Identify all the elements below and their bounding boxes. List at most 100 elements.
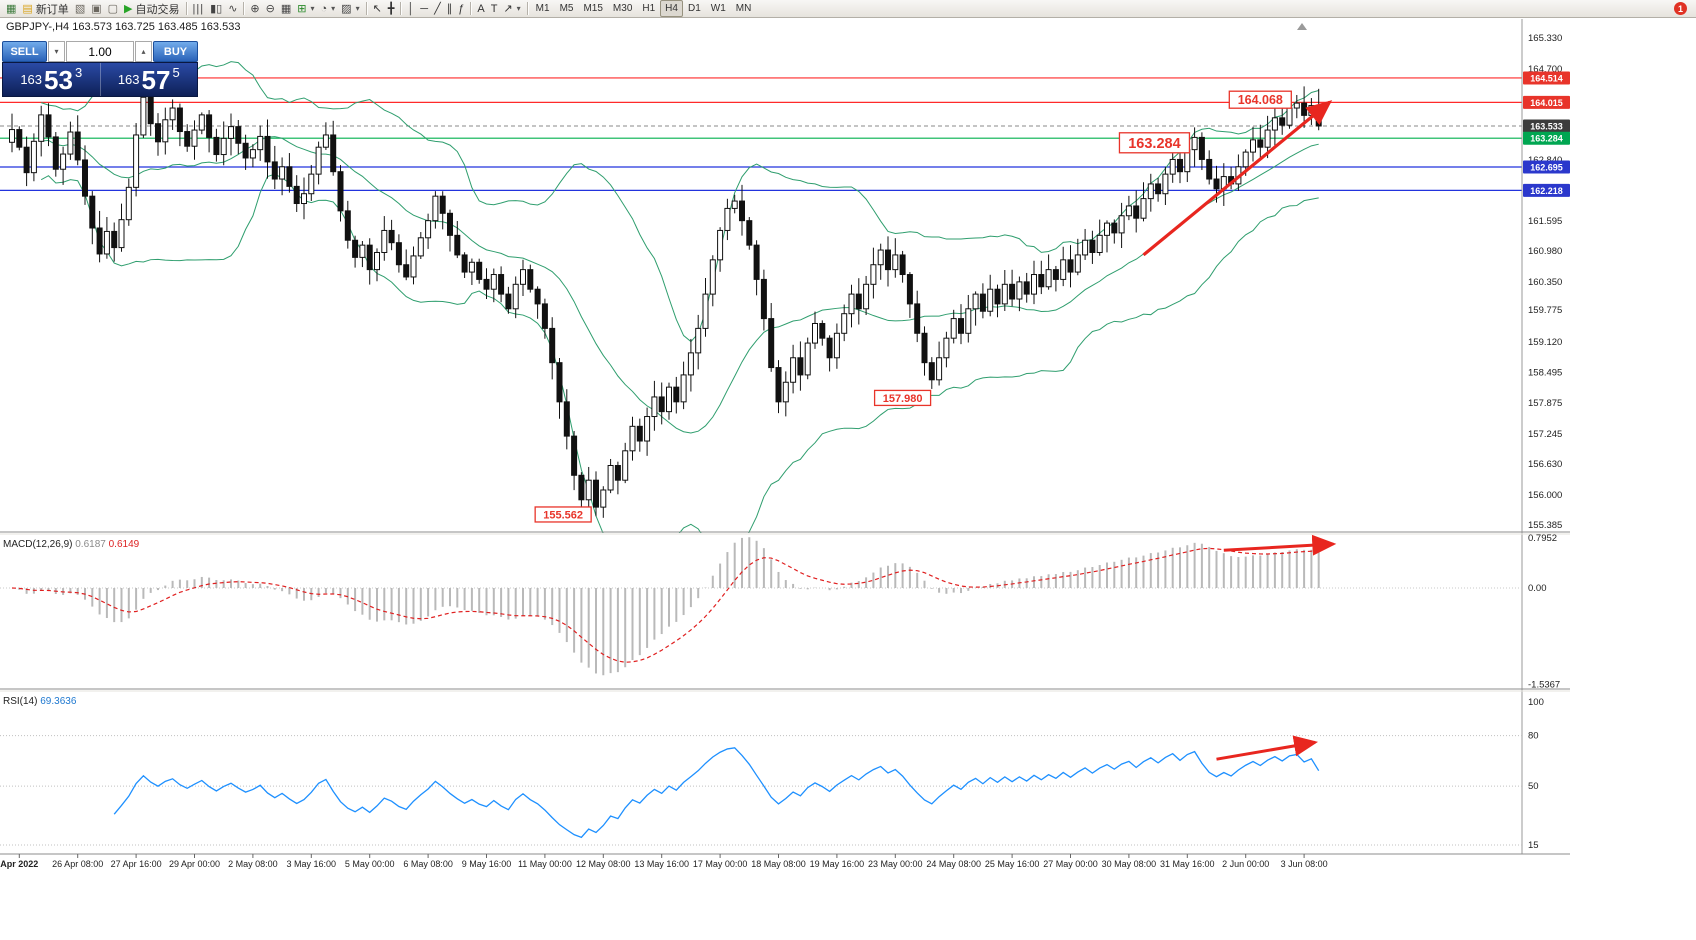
svg-text:80: 80 — [1528, 731, 1539, 742]
sell-button[interactable]: SELL — [2, 41, 47, 62]
timeframe-H1-button[interactable]: H1 — [642, 3, 656, 14]
svg-text:161.595: 161.595 — [1528, 216, 1562, 227]
svg-text:160.350: 160.350 — [1528, 277, 1562, 288]
templates-button[interactable]: ▨ ▾ — [338, 1, 362, 17]
price-annotation[interactable]: 164.068 — [1228, 90, 1292, 109]
new-order-button[interactable]: ▤ 新订单 — [19, 1, 71, 17]
crosshair-button[interactable]: ╋ — [385, 1, 398, 17]
text-label-button[interactable]: T — [488, 1, 501, 17]
svg-text:23 May 00:00: 23 May 00:00 — [868, 859, 923, 869]
price-badge-162.695: 162.695 — [1523, 160, 1570, 174]
autotrading-button[interactable]: ▶ 自动交易 — [121, 1, 182, 17]
autotrading-button-label: 自动交易 — [135, 3, 180, 16]
volume-dropdown-button[interactable]: ▾ — [48, 41, 65, 62]
chart-window-title: GBPJPY-,H4 163.573 163.725 163.485 163.5… — [6, 21, 241, 33]
autotrading-icon: ▶ — [124, 2, 133, 15]
periods-button[interactable]: ◔ ▾ — [317, 1, 338, 17]
buy-price[interactable]: 163 57 5 — [101, 63, 198, 96]
trend-arrow-rsi[interactable] — [1216, 735, 1319, 761]
svg-text:25 May 16:00: 25 May 16:00 — [985, 859, 1040, 869]
line-chart-type-button[interactable]: ∿ — [225, 1, 240, 17]
svg-text:162.218: 162.218 — [1530, 186, 1563, 196]
svg-text:31 May 16:00: 31 May 16:00 — [1160, 859, 1215, 869]
tile-windows-button[interactable]: ▦ — [278, 1, 294, 17]
new-window-button[interactable]: ▢ — [105, 1, 121, 17]
channel-button[interactable]: ∥ — [444, 1, 456, 17]
svg-text:50: 50 — [1528, 781, 1539, 792]
bar-chart-type-button[interactable]: ||| — [190, 1, 208, 17]
svg-text:163.533: 163.533 — [1530, 121, 1563, 131]
price-annotation[interactable]: 155.562 — [534, 506, 592, 523]
new-chart-button[interactable]: ▦ — [3, 1, 19, 17]
svg-text:165.330: 165.330 — [1528, 33, 1562, 44]
svg-text:12 May 08:00: 12 May 08:00 — [576, 859, 631, 869]
bid-prefix: 163 — [20, 72, 43, 87]
horizontal-line-button[interactable]: ─ — [417, 1, 431, 17]
fibonacci-button[interactable]: ƒ — [455, 1, 467, 17]
vertical-line-button[interactable]: │ — [404, 1, 417, 17]
notification-badge[interactable]: 1 — [1674, 2, 1687, 15]
svg-text:159.775: 159.775 — [1528, 305, 1562, 316]
timeframe-MN-button[interactable]: MN — [735, 3, 752, 14]
indicators-button[interactable]: ⊞ ▾ — [294, 1, 317, 17]
volume-up-button[interactable]: ▴ — [135, 41, 152, 62]
text-button[interactable]: A — [474, 1, 487, 17]
svg-text:164.068: 164.068 — [1238, 93, 1283, 107]
toolbar-separator — [185, 2, 187, 15]
new-window-icon: ▢ — [107, 2, 119, 15]
zoom-out-button[interactable]: ⊖ — [263, 1, 278, 17]
svg-text:3 Jun 08:00: 3 Jun 08:00 — [1281, 859, 1328, 869]
rsi-panel[interactable]: RSI(14) 69.3636 — [0, 696, 1522, 846]
timeframe-M1-button[interactable]: M1 — [535, 3, 550, 14]
svg-text:0.7952: 0.7952 — [1528, 533, 1557, 544]
price-badge-163.533: 163.533 — [1523, 119, 1570, 133]
trend-arrow-main[interactable] — [1142, 100, 1333, 257]
svg-text:MACD(12,26,9) 0.6187 0.6149: MACD(12,26,9) 0.6187 0.6149 — [3, 539, 140, 550]
time-axis[interactable]: Apr 2022 26 Apr 08:00 27 Apr 16:00 29 Apr 0… — [0, 854, 1328, 869]
timeframe-M30-button[interactable]: M30 — [612, 3, 633, 14]
macd-panel[interactable]: MACD(12,26,9) 0.6187 0.6149 — [0, 534, 1522, 676]
cursor-button[interactable]: ↖ — [370, 1, 385, 17]
svg-text:3 May 16:00: 3 May 16:00 — [287, 859, 337, 869]
ask-main: 57 — [141, 64, 171, 95]
svg-text:164.015: 164.015 — [1530, 98, 1563, 108]
line-chart-type-icon: ∿ — [228, 2, 238, 15]
profiles-button[interactable]: ▧ — [72, 1, 88, 17]
price-annotation[interactable]: 157.980 — [873, 389, 932, 407]
timeframe-M15-button[interactable]: M15 — [583, 3, 603, 14]
timeframe-D1-button[interactable]: D1 — [687, 3, 701, 14]
trend-arrow-macd[interactable] — [1223, 534, 1337, 556]
svg-text:27 Apr 16:00: 27 Apr 16:00 — [111, 859, 162, 869]
timeframe-M5-button[interactable]: M5 — [559, 3, 574, 14]
toolbar-separator — [526, 2, 528, 15]
svg-text:Apr 2022: Apr 2022 — [0, 859, 38, 869]
volume-input[interactable] — [66, 41, 134, 62]
periods-dropdown-icon: ▾ — [331, 4, 336, 13]
candlestick-type-button[interactable]: ▮▯ — [207, 1, 225, 17]
timeframe-W1-button[interactable]: W1 — [710, 3, 726, 14]
text-icon: A — [477, 2, 485, 15]
candlestick-type-icon: ▮▯ — [210, 2, 223, 15]
sell-price[interactable]: 163 53 3 — [3, 63, 101, 96]
svg-text:-1.5367: -1.5367 — [1528, 680, 1560, 691]
trendline-button[interactable]: ╱ — [431, 1, 444, 17]
timeframe-H4-button[interactable]: H4 — [660, 0, 683, 17]
zoom-in-button[interactable]: ⊕ — [247, 1, 262, 17]
svg-text:157.875: 157.875 — [1528, 398, 1562, 409]
text-label-icon: T — [490, 2, 498, 15]
price-annotation[interactable]: 163.284 — [1118, 132, 1191, 154]
chart-shift-marker[interactable] — [1297, 23, 1307, 30]
svg-text:164.700: 164.700 — [1528, 64, 1562, 75]
svg-text:5 May 00:00: 5 May 00:00 — [345, 859, 395, 869]
price-axis[interactable]: 165.330 164.700 162.840 161.595 160.980 160.3… — [1521, 19, 1570, 854]
arrows-button[interactable]: ↗ ▾ — [500, 1, 523, 17]
svg-text:162.695: 162.695 — [1530, 163, 1563, 173]
chart-list-button[interactable]: ▣ — [88, 1, 104, 17]
indicators-dropdown-icon: ▾ — [310, 4, 315, 13]
svg-text:162.840: 162.840 — [1528, 155, 1562, 166]
zoom-in-icon: ⊕ — [250, 2, 260, 15]
buy-button[interactable]: BUY — [153, 41, 198, 62]
new-order-button-label: 新订单 — [35, 3, 69, 16]
main-price-panel[interactable]: 155.562 157.980 163.284 164.068 — [0, 23, 1522, 565]
